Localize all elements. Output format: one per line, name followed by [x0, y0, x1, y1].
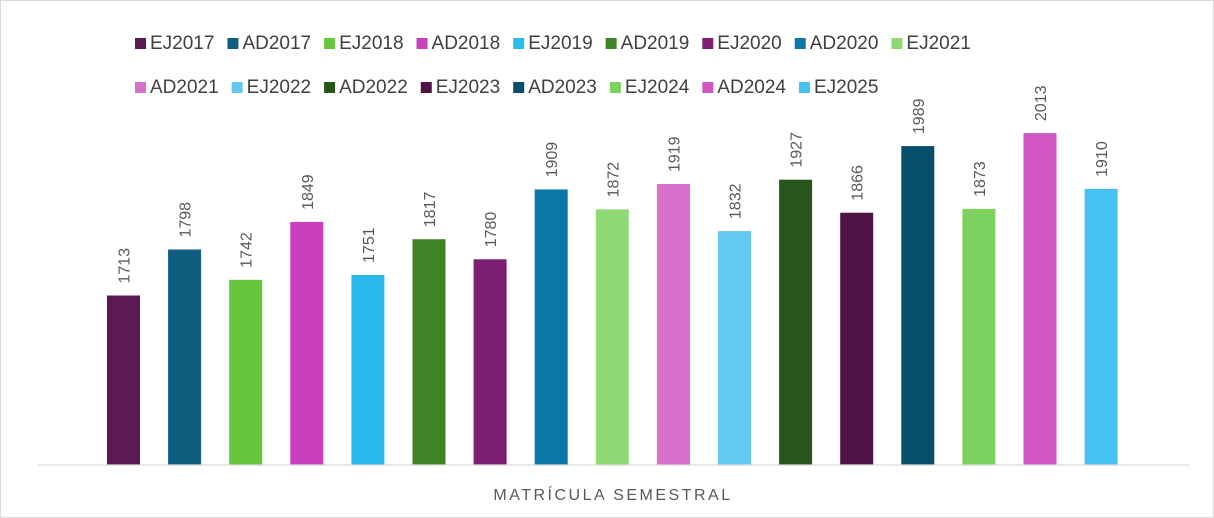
- legend-label-ad2019: AD2019: [621, 33, 690, 54]
- bar-ej2018: [229, 279, 263, 465]
- legend-label-ej2019: EJ2019: [528, 33, 592, 54]
- bar-ad2020: [534, 189, 568, 465]
- legend-swatch-ad2023: [513, 82, 525, 93]
- legend-swatch-ad2022: [324, 82, 336, 93]
- legend-swatch-ad2019: [605, 38, 617, 49]
- legend-label-ej2017: EJ2017: [150, 33, 214, 54]
- data-label-ej2018: 1742: [239, 232, 256, 268]
- legend-swatch-ej2022: [231, 82, 243, 93]
- legend-label-ad2018: AD2018: [432, 33, 501, 54]
- bar-ej2019: [351, 275, 385, 465]
- bar-ej2021: [595, 209, 629, 465]
- legend-label-ad2022: AD2022: [339, 77, 408, 98]
- bar-ad2019: [412, 239, 446, 465]
- bar-ej2024: [962, 208, 996, 465]
- legend-swatch-ej2020: [702, 38, 714, 49]
- legend-label-ej2021: EJ2021: [906, 33, 970, 54]
- legend-swatch-ej2023: [420, 82, 432, 93]
- legend-swatch-ad2018: [416, 38, 428, 49]
- data-label-ad2022: 1927: [789, 132, 806, 168]
- data-label-ad2020: 1909: [544, 142, 561, 178]
- data-label-ej2024: 1873: [972, 161, 989, 197]
- legend-swatch-ej2018: [324, 38, 336, 49]
- legend-label-ej2018: EJ2018: [339, 33, 403, 54]
- legend-swatch-ej2017: [135, 38, 146, 49]
- data-labels: 1713 1798 1742 1849 1751 1817 1780 1909 1872 1919…: [117, 85, 1112, 283]
- data-label-ad2024: 2013: [1033, 85, 1050, 121]
- legend-label-ej2025: EJ2025: [814, 77, 878, 98]
- legend-label-ad2023: AD2023: [528, 77, 597, 98]
- legend-swatch-ad2024: [702, 82, 714, 93]
- data-label-ad2021: 1919: [666, 136, 683, 172]
- legend-label-ad2021: AD2021: [150, 77, 219, 98]
- data-label-ej2019: 1751: [361, 227, 378, 263]
- bar-ad2021: [656, 184, 690, 465]
- legend-swatch-ej2024: [609, 82, 621, 93]
- legend-swatch-ej2019: [513, 38, 525, 49]
- legend-label-ad2024: AD2024: [717, 77, 786, 98]
- legend-swatch-ad2021: [135, 82, 146, 93]
- bar-ad2022: [779, 179, 813, 465]
- data-label-ad2019: 1817: [422, 192, 439, 228]
- data-label-ej2020: 1780: [483, 212, 500, 248]
- data-label-ej2025: 1910: [1094, 141, 1111, 177]
- bar-ej2017: [107, 295, 140, 465]
- bar-ad2023: [901, 146, 935, 465]
- bar-ad2024: [1023, 133, 1057, 465]
- x-axis-title: MATRÍCULA SEMESTRAL: [493, 485, 732, 504]
- data-label-ad2018: 1849: [300, 174, 317, 210]
- bar-ej2020: [473, 259, 507, 465]
- data-label-ej2017: 1713: [117, 248, 134, 284]
- legend-label-ad2020: AD2020: [810, 33, 879, 54]
- legend-swatch-ad2020: [794, 38, 806, 49]
- legend-swatch-ej2021: [891, 38, 903, 49]
- data-label-ej2023: 1866: [850, 165, 867, 201]
- legend-label-ej2023: EJ2023: [436, 77, 500, 98]
- bar-ad2017: [168, 249, 202, 465]
- data-label-ad2017: 1798: [178, 202, 195, 238]
- legend-label-ad2017: AD2017: [242, 33, 311, 54]
- legend-swatch-ej2025: [798, 82, 810, 93]
- data-label-ad2023: 1989: [911, 98, 928, 134]
- data-label-ej2021: 1872: [605, 162, 622, 198]
- bar-series: [107, 133, 1118, 465]
- bar-ad2018: [290, 221, 324, 465]
- legend-swatch-ad2017: [227, 38, 239, 49]
- chart-legend: EJ2017 AD2017 EJ2018 AD2018 EJ2019 AD2019 EJ20…: [135, 33, 971, 98]
- data-label-ej2022: 1832: [728, 183, 745, 219]
- legend-label-ej2020: EJ2020: [717, 33, 781, 54]
- bar-ej2022: [718, 231, 751, 465]
- bar-ej2023: [840, 212, 874, 465]
- legend-label-ej2022: EJ2022: [247, 77, 311, 98]
- legend-label-ej2024: EJ2024: [625, 77, 690, 98]
- bar-ej2025: [1084, 188, 1118, 465]
